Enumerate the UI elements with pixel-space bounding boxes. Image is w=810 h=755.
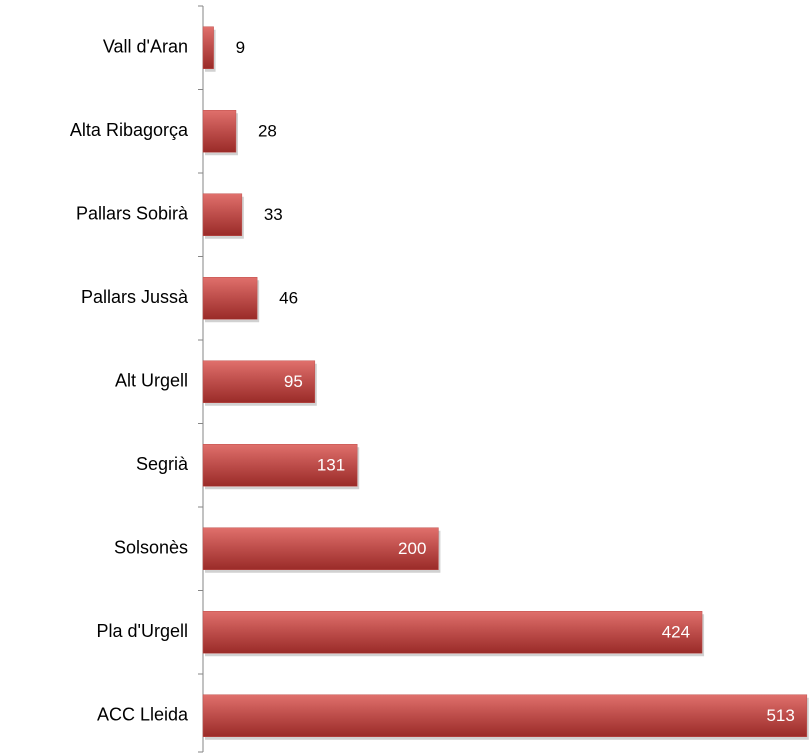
value-label: 200 — [398, 539, 426, 558]
y-tick-label: Alta Ribagorça — [70, 120, 189, 140]
value-label: 33 — [264, 205, 283, 224]
value-label: 9 — [236, 38, 245, 57]
value-label: 46 — [279, 289, 298, 308]
y-tick-label: Pla d'Urgell — [97, 621, 188, 641]
bar — [202, 444, 358, 487]
value-label: 95 — [284, 372, 303, 391]
value-label: 513 — [766, 706, 794, 725]
bar — [202, 694, 808, 737]
y-tick-label: Vall d'Aran — [103, 37, 188, 57]
y-tick-label: Pallars Jussà — [81, 287, 189, 307]
bar — [202, 611, 703, 654]
bar — [202, 193, 243, 236]
value-label: 424 — [662, 623, 690, 642]
y-tick-label: Solsonès — [114, 538, 188, 558]
bar — [202, 360, 316, 403]
y-tick-label: Segrià — [136, 454, 189, 474]
y-tick-label: Pallars Sobirà — [76, 204, 189, 224]
value-label: 131 — [317, 456, 345, 475]
value-label: 28 — [258, 122, 277, 141]
bar — [202, 527, 439, 570]
bar — [202, 277, 258, 320]
bar — [202, 26, 214, 69]
bar — [202, 110, 237, 153]
y-tick-label: Alt Urgell — [115, 371, 188, 391]
y-tick-label: ACC Lleida — [97, 705, 189, 725]
